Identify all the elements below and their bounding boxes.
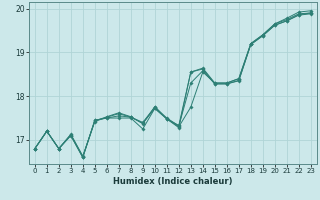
X-axis label: Humidex (Indice chaleur): Humidex (Indice chaleur) [113,177,233,186]
